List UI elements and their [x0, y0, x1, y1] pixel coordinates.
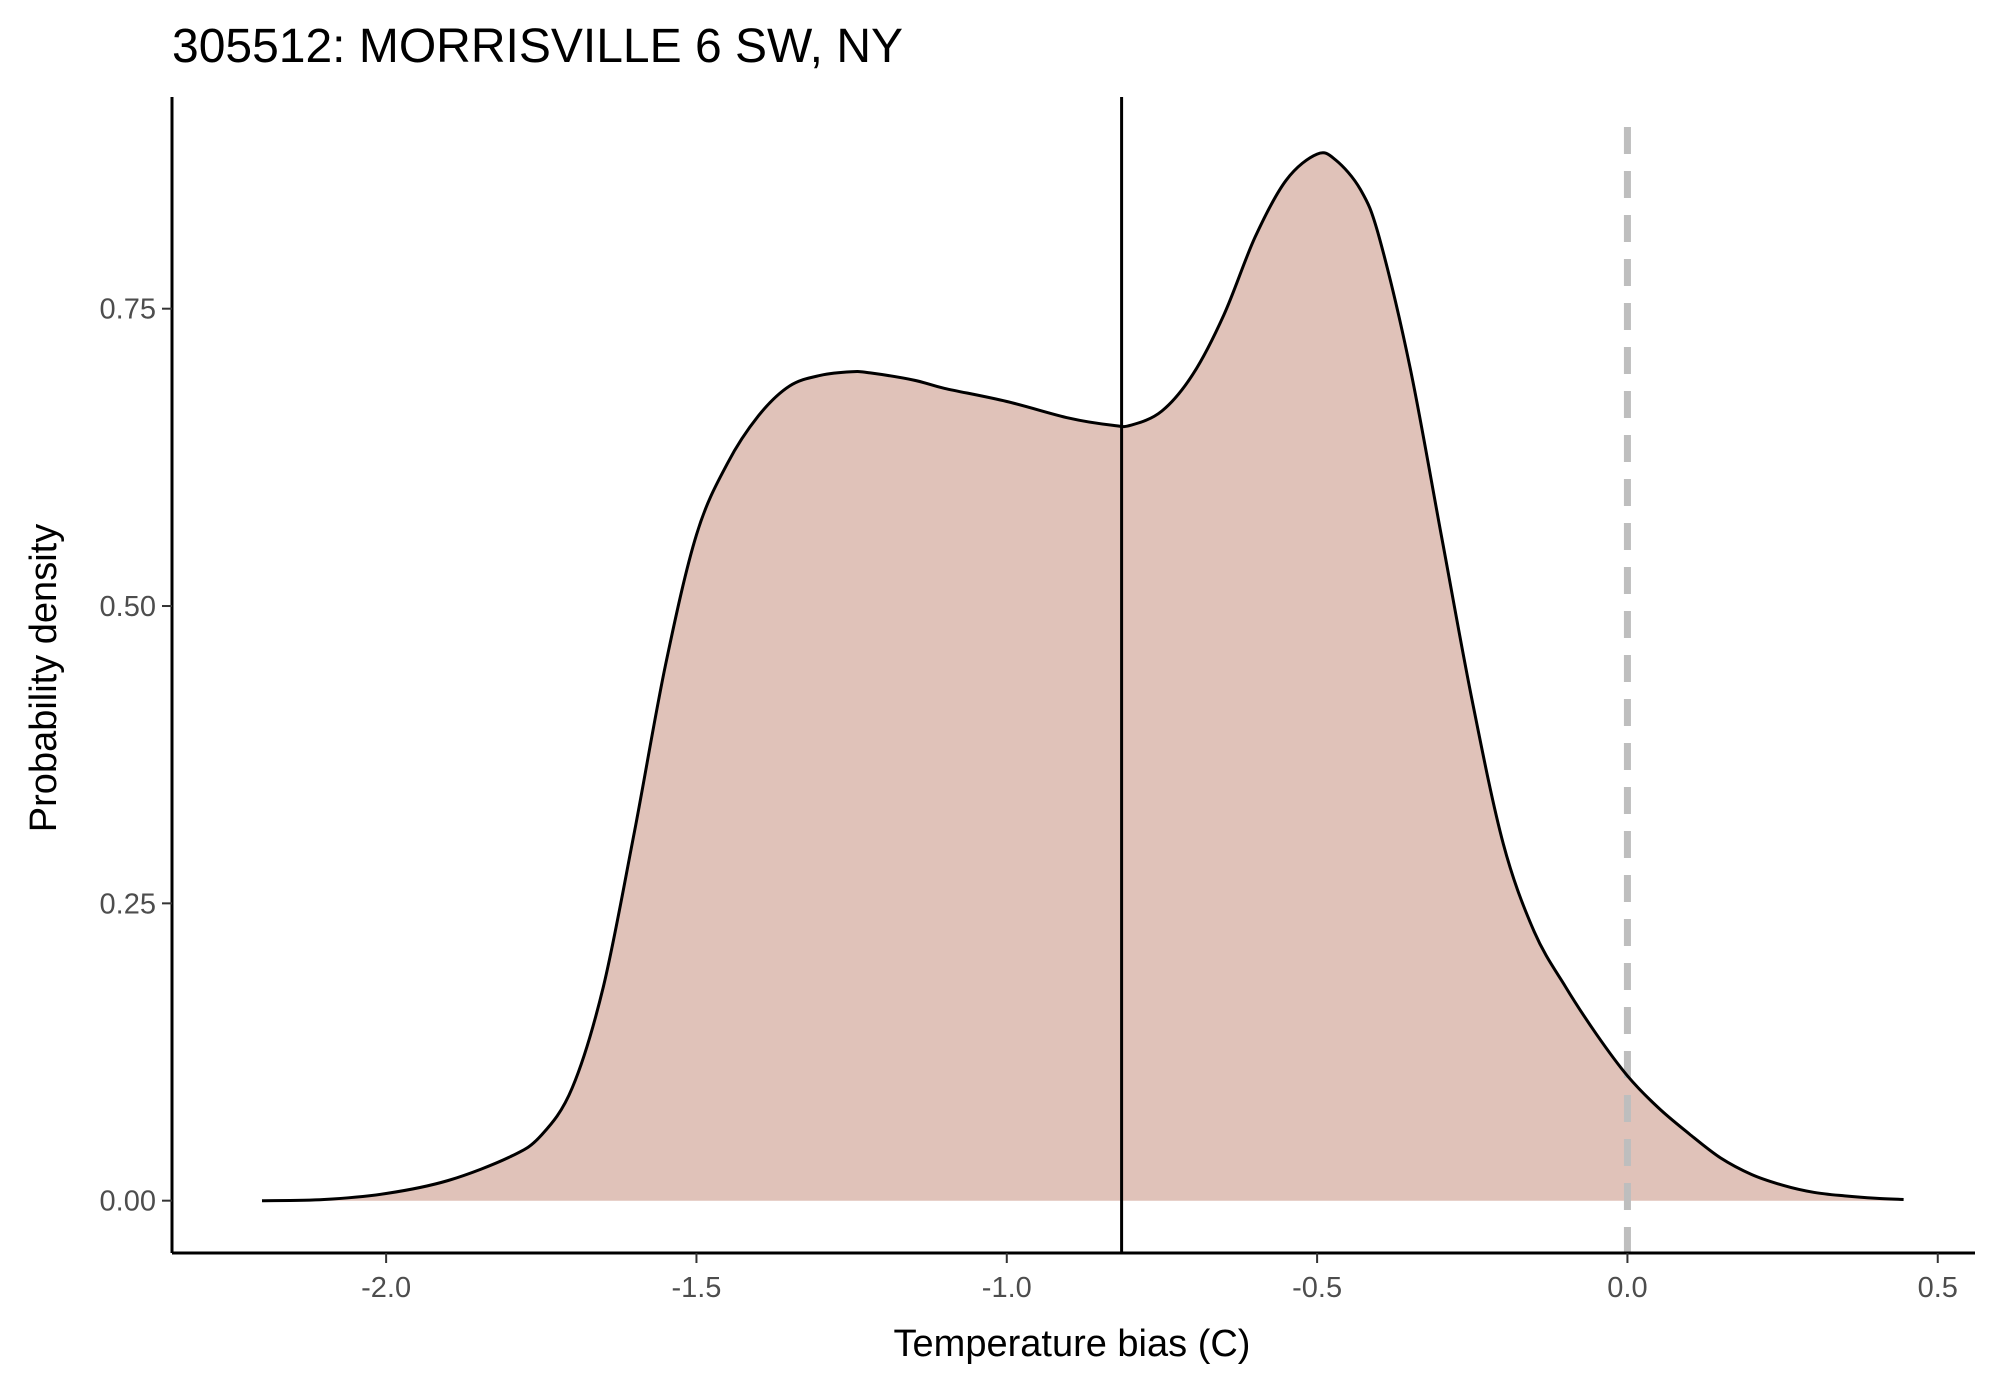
y-tick-label: 0.50	[100, 591, 156, 623]
y-axis-ticks: 0.00 0.25 0.50 0.75	[100, 294, 172, 1218]
y-tick-label: 0.00	[100, 1186, 156, 1218]
x-tick-label: 0.0	[1607, 1272, 1647, 1304]
x-axis-ticks: -2.0 -1.5 -1.0 -0.5 0.0 0.5	[361, 1253, 1958, 1304]
density-curve-line	[261, 151, 1904, 1203]
chart-title: 305512: MORRISVILLE 6 SW, NY	[172, 20, 903, 73]
x-axis-title: Temperature bias (C)	[894, 1323, 1251, 1365]
x-tick-label: -2.0	[361, 1272, 411, 1304]
x-tick-label: -1.5	[671, 1272, 721, 1304]
y-axis-title: Probability density	[23, 524, 65, 832]
x-tick-label: 0.5	[1918, 1272, 1958, 1304]
y-tick-label: 0.25	[100, 888, 156, 920]
plot-area	[261, 97, 1904, 1253]
density-area-fill	[262, 152, 1904, 1201]
x-tick-label: -1.0	[982, 1272, 1032, 1304]
x-tick-label: -0.5	[1292, 1272, 1342, 1304]
y-tick-label: 0.75	[100, 294, 156, 326]
